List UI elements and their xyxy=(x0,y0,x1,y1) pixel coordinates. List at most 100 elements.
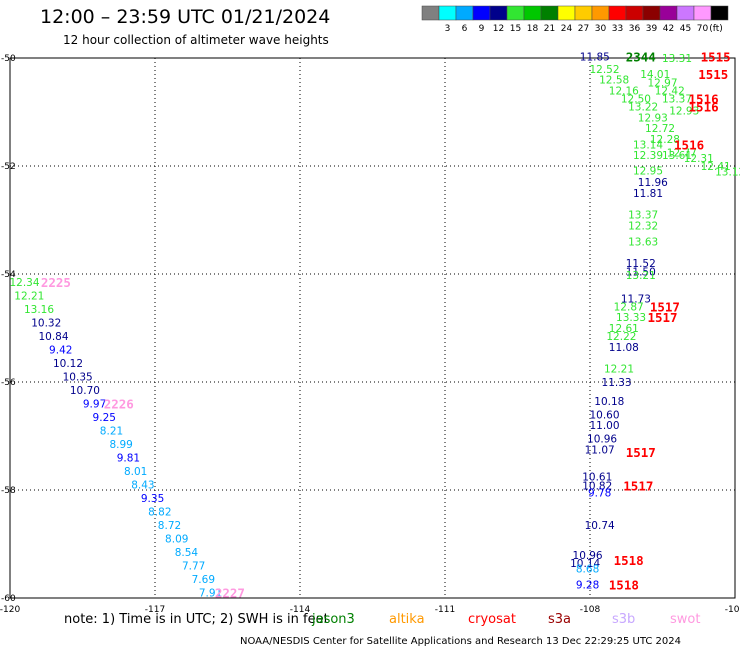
y-tick-label: -54 xyxy=(1,270,16,280)
wave-height-label: 13.37 xyxy=(628,210,658,222)
wave-height-label: 10.61 xyxy=(582,472,612,484)
wave-height-label: 9.81 xyxy=(117,453,140,465)
wave-height-label: 13.16 xyxy=(24,304,54,316)
y-tick-label: -50 xyxy=(1,54,16,64)
wave-height-label: 12.58 xyxy=(599,75,629,87)
colorbar-tick-label: 27 xyxy=(578,24,589,34)
wave-height-label: 7.69 xyxy=(192,574,215,586)
wave-height-label: 8.43 xyxy=(131,480,154,492)
wave-height-label: 12.31 xyxy=(684,153,714,165)
credit-line: NOAA/NESDIS Center for Satellite Applica… xyxy=(240,636,682,647)
wave-height-label: 10.18 xyxy=(594,396,624,408)
wave-height-label: 8.82 xyxy=(148,507,171,519)
colorbar-swatch xyxy=(642,5,661,21)
y-tick-label: -60 xyxy=(1,594,16,604)
wave-height-label: 13.61 xyxy=(662,150,692,162)
colorbar-swatch xyxy=(659,5,678,21)
wave-height-label: 9.42 xyxy=(49,345,72,357)
wave-height-label: 12.28 xyxy=(650,134,680,146)
wave-height-label: 8.21 xyxy=(100,426,123,438)
wave-height-label: 12.42 xyxy=(655,85,685,97)
y-tick-label: -58 xyxy=(1,486,16,496)
colorbar-swatch xyxy=(540,5,559,21)
wave-height-label: 10.96 xyxy=(573,550,603,562)
wave-height-label: 8.54 xyxy=(175,547,199,559)
x-tick-label: -111 xyxy=(435,605,455,615)
wave-height-label: 11.85 xyxy=(580,51,610,63)
wave-height-label: 11.73 xyxy=(621,293,651,305)
plot-frame xyxy=(9,57,736,599)
wave-height-label: 14.01 xyxy=(640,69,670,81)
wave-height-label: 13.14 xyxy=(633,139,663,151)
x-tick-label: -105 xyxy=(725,605,740,615)
pass-time-label: 1515 xyxy=(701,49,731,64)
pass-time-label: 1516 xyxy=(674,137,704,152)
wave-height-label: 12.21 xyxy=(14,291,44,303)
chart-subtitle: 12 hour collection of altimeter wave hei… xyxy=(63,33,329,47)
wave-height-label: 8.72 xyxy=(158,520,181,532)
pass-time-label: 1517 xyxy=(650,299,680,314)
wave-height-label: 9.28 xyxy=(576,580,599,592)
wave-height-label: 11.52 xyxy=(626,258,656,270)
legend-jason3: jason3 xyxy=(312,612,355,627)
colorbar-tick-label: 3 xyxy=(445,24,451,34)
footnote: note: 1) Time is in UTC; 2) SWH is in fe… xyxy=(64,612,329,627)
wave-height-label: 13.63 xyxy=(628,237,658,249)
wave-height-label: 11.08 xyxy=(609,342,639,354)
colorbar-tick-label: 30 xyxy=(595,24,607,34)
wave-height-label: 11.50 xyxy=(626,266,656,278)
colorbar-swatch xyxy=(455,5,474,21)
wave-height-label: 10.35 xyxy=(63,372,93,384)
wave-height-label: 12.93 xyxy=(669,105,699,117)
wave-height-label: 10.70 xyxy=(70,385,100,397)
wave-height-label: 11.96 xyxy=(638,177,668,189)
wave-height-label: 12.52 xyxy=(589,64,619,76)
colorbar-tick-label: 36 xyxy=(629,24,641,34)
pass-time-label: 1516 xyxy=(689,100,719,115)
wave-height-label: 10.84 xyxy=(38,331,68,343)
colorbar-swatch xyxy=(574,5,593,21)
colorbar-swatch xyxy=(625,5,644,21)
colorbar-tick-label: 70 xyxy=(697,24,709,34)
wave-height-label: 12.16 xyxy=(609,85,639,97)
wave-height-label: 8.09 xyxy=(165,534,188,546)
colorbar-swatch xyxy=(591,5,610,21)
pass-time-label: 2225 xyxy=(41,275,71,290)
pass-time-label: 1518 xyxy=(614,553,644,568)
pass-time-label: 1516 xyxy=(689,92,719,107)
colorbar-tick-label: 6 xyxy=(462,24,468,34)
colorbar-swatch xyxy=(608,5,627,21)
wave-height-label: 12.72 xyxy=(645,123,675,135)
wave-height-label: 12.41 xyxy=(701,161,731,173)
wave-height-label: 11.81 xyxy=(633,188,663,200)
wave-height-label: 8.01 xyxy=(124,466,147,478)
colorbar-tick-label: 9 xyxy=(479,24,485,34)
wave-height-label: 13.31 xyxy=(662,53,692,65)
wave-height-labels: 12.3412.2113.1610.3210.849.4210.1210.351… xyxy=(9,51,740,599)
wave-height-label: 12.50 xyxy=(621,94,651,106)
wave-height-label: 9.25 xyxy=(93,412,116,424)
wave-height-label: 7.91 xyxy=(199,588,222,600)
wave-height-label: 10.60 xyxy=(589,409,619,421)
colorbar-unit: (ft) xyxy=(709,24,723,34)
colorbar-swatch xyxy=(693,5,712,21)
x-tick-label: -108 xyxy=(580,605,601,615)
colorbar-swatch xyxy=(506,5,525,21)
wave-height-label: 12.22 xyxy=(606,331,636,343)
wave-height-label: 10.12 xyxy=(53,358,83,370)
legend-cryosat: cryosat xyxy=(468,612,516,627)
colorbar-swatch xyxy=(489,5,508,21)
legend-s3b: s3b xyxy=(612,612,636,627)
pass-time-label: 1515 xyxy=(698,67,728,82)
wave-height-label: 13.33 xyxy=(616,312,646,324)
colorbar-tick-label: 21 xyxy=(544,24,555,34)
wave-height-label: 10.32 xyxy=(31,318,61,330)
chart-title: 12:00 – 23:59 UTC 01/21/2024 xyxy=(40,6,331,28)
wave-height-label: 12.39 xyxy=(633,150,663,162)
wave-height-label: 11.07 xyxy=(585,445,615,457)
wave-height-label: 12.87 xyxy=(614,301,644,313)
legend-altika: altika xyxy=(389,612,425,627)
wave-height-label: 10.82 xyxy=(582,481,612,493)
wave-height-label: 11.33 xyxy=(602,377,632,389)
colorbar-tick-label: 33 xyxy=(612,24,623,34)
